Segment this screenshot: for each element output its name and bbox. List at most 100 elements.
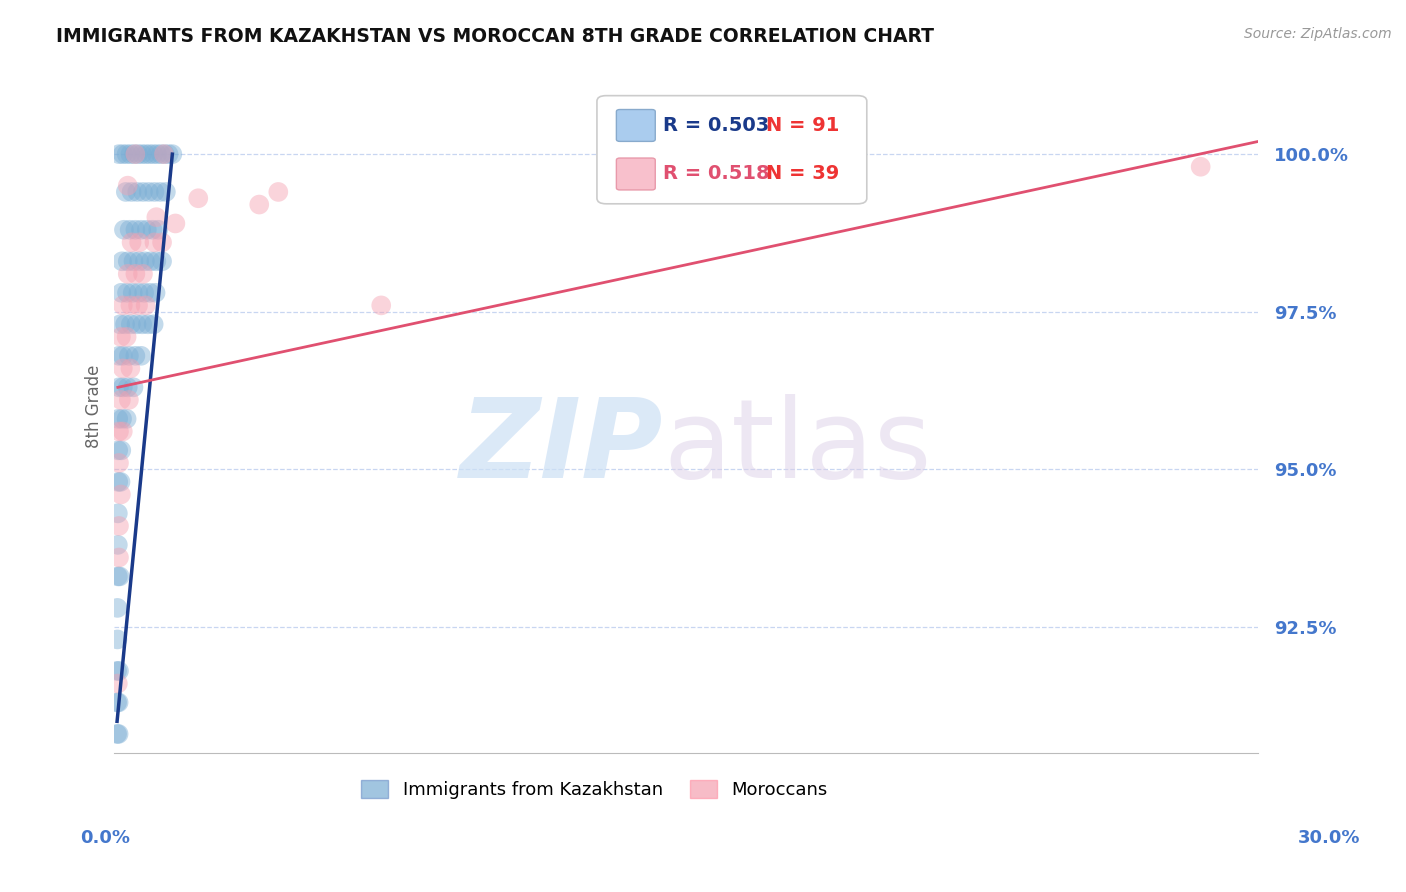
Point — [128, 254, 150, 268]
FancyBboxPatch shape — [616, 158, 655, 190]
Point — [114, 318, 136, 332]
Point — [107, 507, 129, 521]
Point — [135, 223, 157, 237]
Point — [105, 727, 128, 741]
Point — [108, 519, 131, 533]
Point — [148, 223, 170, 237]
Point — [107, 475, 129, 489]
Point — [107, 601, 129, 615]
Point — [110, 443, 132, 458]
Point — [128, 235, 150, 250]
Point — [107, 727, 129, 741]
Point — [129, 223, 152, 237]
Point — [117, 380, 139, 394]
Point — [111, 425, 134, 439]
Point — [145, 254, 167, 268]
Point — [135, 147, 157, 161]
Point — [107, 569, 129, 583]
Point — [121, 235, 143, 250]
Text: IMMIGRANTS FROM KAZAKHSTAN VS MOROCCAN 8TH GRADE CORRELATION CHART: IMMIGRANTS FROM KAZAKHSTAN VS MOROCCAN 8… — [56, 27, 934, 45]
Text: R = 0.503: R = 0.503 — [664, 116, 769, 135]
Point — [120, 298, 142, 312]
Point — [108, 318, 131, 332]
Point — [108, 349, 131, 363]
Point — [117, 254, 139, 268]
Point — [127, 185, 149, 199]
Point — [117, 267, 139, 281]
Point — [120, 318, 142, 332]
Text: N = 91: N = 91 — [766, 116, 839, 135]
Point — [107, 443, 129, 458]
Y-axis label: 8th Grade: 8th Grade — [86, 365, 103, 448]
Point — [145, 285, 167, 300]
Text: 30.0%: 30.0% — [1298, 829, 1360, 847]
Point — [370, 298, 392, 312]
Point — [143, 235, 166, 250]
Point — [120, 361, 142, 376]
Point — [115, 412, 138, 426]
Point — [165, 217, 187, 231]
Point — [132, 267, 155, 281]
Text: 0.0%: 0.0% — [80, 829, 131, 847]
Point — [146, 147, 169, 161]
Text: ZIP: ZIP — [460, 394, 664, 501]
Point — [115, 330, 138, 344]
Point — [135, 298, 157, 312]
Point — [107, 538, 129, 552]
Point — [110, 487, 132, 501]
Point — [107, 632, 129, 647]
Point — [108, 425, 131, 439]
Point — [105, 695, 128, 709]
Point — [122, 254, 145, 268]
Point — [110, 392, 132, 407]
Legend: Immigrants from Kazakhstan, Moroccans: Immigrants from Kazakhstan, Moroccans — [354, 772, 835, 806]
Point — [141, 223, 163, 237]
Point — [139, 285, 162, 300]
Point — [108, 569, 131, 583]
Point — [131, 147, 153, 161]
Point — [122, 147, 145, 161]
Point — [131, 318, 153, 332]
Point — [138, 147, 160, 161]
Point — [129, 349, 152, 363]
Point — [150, 254, 173, 268]
Point — [111, 380, 134, 394]
Point — [127, 298, 149, 312]
Point — [120, 147, 142, 161]
FancyBboxPatch shape — [598, 95, 866, 203]
Point — [149, 147, 172, 161]
Point — [157, 147, 180, 161]
Point — [111, 254, 134, 268]
Point — [134, 285, 156, 300]
Point — [115, 185, 138, 199]
Point — [149, 185, 172, 199]
Point — [111, 412, 134, 426]
Point — [124, 267, 146, 281]
FancyBboxPatch shape — [616, 110, 655, 142]
Point — [112, 223, 135, 237]
Point — [124, 223, 146, 237]
Point — [111, 361, 134, 376]
Point — [143, 185, 166, 199]
Point — [111, 349, 134, 363]
Point — [1189, 160, 1212, 174]
Point — [187, 191, 209, 205]
Point — [110, 330, 132, 344]
Point — [153, 147, 176, 161]
Point — [124, 349, 146, 363]
Point — [162, 147, 184, 161]
Point — [125, 318, 148, 332]
Point — [108, 147, 131, 161]
Point — [118, 349, 141, 363]
Point — [122, 380, 145, 394]
Text: R = 0.518: R = 0.518 — [664, 164, 770, 184]
Point — [118, 392, 141, 407]
Point — [142, 147, 165, 161]
Point — [132, 185, 155, 199]
Point — [155, 185, 177, 199]
Point — [124, 147, 146, 161]
Point — [127, 147, 149, 161]
Point — [145, 210, 167, 224]
Point — [115, 147, 138, 161]
Point — [136, 318, 159, 332]
